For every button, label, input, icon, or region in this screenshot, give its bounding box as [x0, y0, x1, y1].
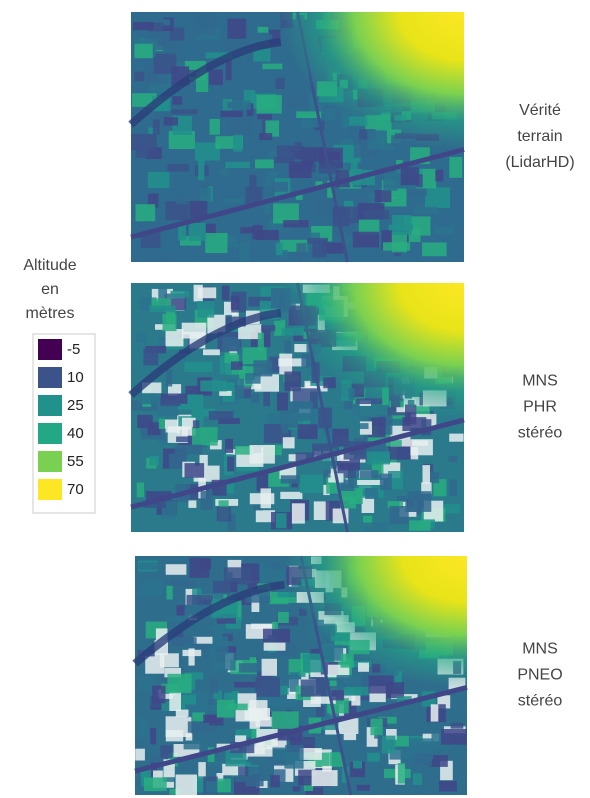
panel-label: PNEO	[517, 667, 562, 684]
legend-swatch	[38, 367, 62, 388]
legend-title: mètres	[26, 305, 75, 322]
legend-swatch	[38, 479, 62, 500]
hill	[135, 556, 467, 795]
dsm-image	[131, 12, 464, 262]
figure: Vérité terrain (LidarHD) MNS PHR stéréo MNS PNE…	[0, 0, 590, 798]
legend-value: 55	[67, 453, 84, 470]
panel-label: stéréo	[518, 425, 563, 442]
legend-value: 40	[67, 425, 84, 442]
panel-label: PHR	[523, 399, 557, 416]
legend-swatch	[38, 395, 62, 416]
legend-title: en	[41, 281, 59, 298]
dsm-image	[135, 556, 467, 795]
panel-label: MNS	[522, 641, 558, 658]
hill	[131, 12, 464, 262]
legend-swatch	[38, 451, 62, 472]
dsm-image	[131, 283, 464, 532]
legend-title: Altitude	[23, 257, 76, 274]
panel-label: (LidarHD)	[505, 154, 574, 171]
legend-value: 10	[67, 369, 84, 386]
panel-label: Vérité	[519, 102, 561, 119]
panel-label: MNS	[522, 373, 558, 390]
panel-label: terrain	[517, 128, 562, 145]
hill	[131, 283, 464, 532]
legend-value: 25	[67, 397, 84, 414]
panel-label: stéréo	[518, 693, 563, 710]
legend-swatch	[38, 423, 62, 444]
legend-value: 70	[67, 481, 84, 498]
legend-value: -5	[67, 341, 80, 358]
legend-swatch	[38, 339, 62, 360]
